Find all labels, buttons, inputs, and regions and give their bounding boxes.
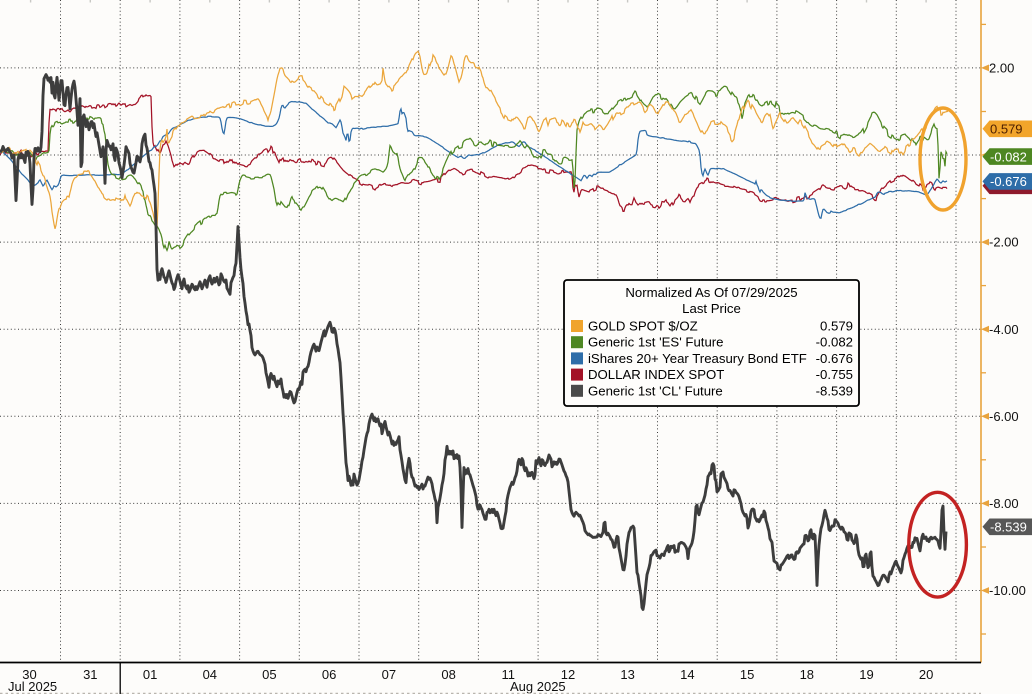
svg-text:-8.00: -8.00 <box>989 496 1019 511</box>
svg-text:-10.00: -10.00 <box>989 583 1026 598</box>
svg-text:07: 07 <box>382 667 396 682</box>
svg-text:GOLD SPOT $/OZ: GOLD SPOT $/OZ <box>588 319 698 334</box>
svg-text:-0.082: -0.082 <box>816 335 853 350</box>
svg-text:30: 30 <box>22 667 36 682</box>
svg-text:iShares 20+ Year Treasury Bond: iShares 20+ Year Treasury Bond ETF <box>588 351 807 366</box>
svg-text:11: 11 <box>501 667 515 682</box>
svg-text:-6.00: -6.00 <box>989 409 1019 424</box>
svg-text:-4.00: -4.00 <box>989 322 1019 337</box>
svg-text:Jul 2025: Jul 2025 <box>8 679 57 694</box>
svg-text:12: 12 <box>561 667 575 682</box>
svg-text:-0.755: -0.755 <box>816 367 853 382</box>
svg-text:Generic 1st 'ES' Future: Generic 1st 'ES' Future <box>588 335 724 350</box>
svg-text:0.579: 0.579 <box>990 122 1023 137</box>
svg-text:05: 05 <box>262 667 276 682</box>
svg-text:-2.00: -2.00 <box>989 235 1019 250</box>
svg-text:15: 15 <box>740 667 754 682</box>
svg-text:-0.082: -0.082 <box>990 149 1027 164</box>
svg-text:-0.676: -0.676 <box>990 174 1027 189</box>
svg-text:20: 20 <box>919 667 933 682</box>
svg-text:08: 08 <box>441 667 455 682</box>
svg-text:Normalized As Of 07/29/2025: Normalized As Of 07/29/2025 <box>625 285 797 300</box>
svg-text:01: 01 <box>143 667 157 682</box>
svg-text:06: 06 <box>322 667 336 682</box>
svg-text:19: 19 <box>859 667 873 682</box>
svg-text:-8.539: -8.539 <box>990 520 1027 535</box>
svg-text:DOLLAR INDEX SPOT: DOLLAR INDEX SPOT <box>588 367 724 382</box>
svg-text:2.00: 2.00 <box>989 61 1014 76</box>
svg-text:13: 13 <box>620 667 634 682</box>
svg-text:18: 18 <box>800 667 814 682</box>
svg-text:04: 04 <box>203 667 217 682</box>
svg-text:31: 31 <box>83 667 97 682</box>
svg-text:Aug 2025: Aug 2025 <box>510 679 566 694</box>
svg-text:0.579: 0.579 <box>820 319 853 334</box>
svg-text:Generic 1st 'CL' Future: Generic 1st 'CL' Future <box>588 383 723 398</box>
svg-text:14: 14 <box>680 667 694 682</box>
svg-text:Last Price: Last Price <box>682 301 741 316</box>
svg-text:-8.539: -8.539 <box>816 383 853 398</box>
svg-text:-0.676: -0.676 <box>816 351 853 366</box>
